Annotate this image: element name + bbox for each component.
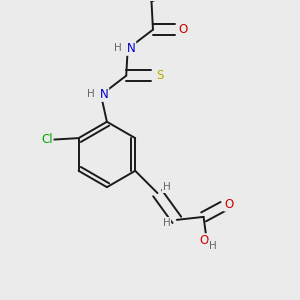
Text: H: H — [87, 88, 94, 98]
Text: O: O — [199, 234, 208, 247]
Text: Cl: Cl — [41, 133, 52, 146]
Text: H: H — [163, 182, 170, 192]
Text: N: N — [127, 42, 135, 55]
Text: H: H — [163, 218, 170, 228]
Text: H: H — [114, 43, 122, 53]
Text: N: N — [100, 88, 108, 101]
Text: S: S — [156, 69, 163, 82]
Text: O: O — [224, 198, 233, 211]
Text: H: H — [209, 241, 217, 251]
Text: O: O — [178, 23, 187, 36]
